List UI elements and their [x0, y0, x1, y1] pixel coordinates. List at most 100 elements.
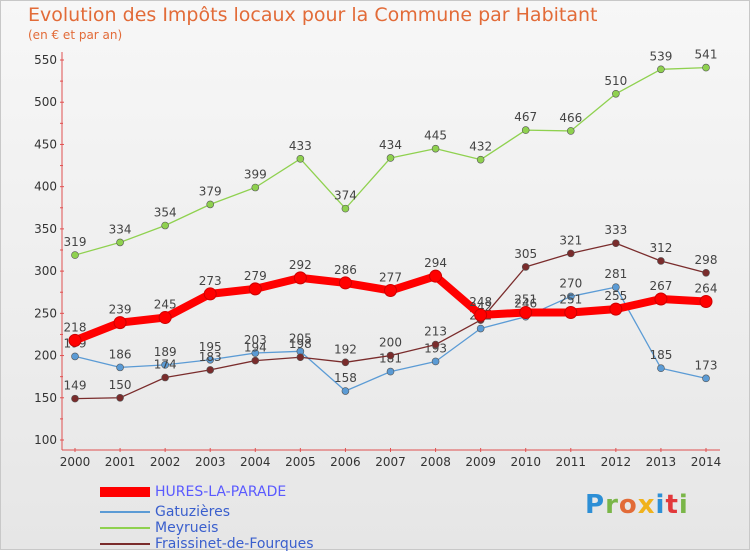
- data-label: 333: [604, 223, 627, 237]
- x-tick-label: 2004: [240, 455, 271, 469]
- data-point: [657, 364, 665, 373]
- y-tick-label: 150: [34, 391, 57, 405]
- x-tick-label: 2009: [465, 455, 496, 469]
- data-label: 251: [559, 292, 582, 306]
- data-label: 432: [469, 140, 492, 154]
- legend-swatch: [100, 543, 150, 545]
- data-label: 255: [604, 289, 627, 303]
- y-tick-label: 500: [34, 95, 57, 109]
- data-label: 319: [64, 235, 87, 249]
- data-point: [68, 333, 82, 347]
- x-tick-label: 2012: [601, 455, 632, 469]
- data-label: 248: [469, 295, 492, 309]
- data-label: 510: [604, 74, 627, 88]
- data-label: 305: [514, 247, 537, 261]
- data-point: [612, 283, 620, 291]
- logo-letter: o: [618, 490, 638, 520]
- data-label: 277: [379, 271, 402, 285]
- data-point: [116, 363, 124, 372]
- y-tick-label: 450: [34, 137, 57, 151]
- x-tick-label: 2002: [150, 455, 181, 469]
- x-tick-label: 2001: [105, 455, 136, 469]
- x-tick-label: 2013: [646, 455, 677, 469]
- data-label: 203: [244, 333, 267, 347]
- data-point: [338, 276, 352, 290]
- data-point: [251, 356, 260, 365]
- y-tick-label: 400: [34, 180, 57, 194]
- data-point: [116, 393, 124, 402]
- data-label: 239: [109, 303, 132, 317]
- legend-swatch: [100, 511, 150, 513]
- data-label: 273: [199, 274, 222, 288]
- data-point: [702, 63, 710, 72]
- series-hures-la-parade: 218 239 245 273 279 292 286 277 294 248 251 251 255 2…: [64, 256, 718, 347]
- data-label: 192: [334, 342, 357, 356]
- data-label: 399: [244, 168, 267, 182]
- data-label: 379: [199, 184, 222, 198]
- x-tick-label: 2006: [330, 455, 361, 469]
- data-point: [293, 271, 307, 285]
- data-point: [251, 349, 260, 357]
- y-tick-label: 250: [34, 306, 57, 320]
- data-point: [566, 292, 575, 301]
- data-point: [161, 361, 169, 369]
- data-label: 539: [649, 49, 672, 63]
- data-point: [564, 305, 578, 319]
- data-point: [206, 200, 215, 209]
- x-tick-label: 2011: [556, 455, 587, 469]
- x-tick-label: 2008: [420, 455, 451, 469]
- data-point: [566, 249, 575, 258]
- data-label: 354: [154, 206, 177, 220]
- data-label: 312: [649, 241, 672, 255]
- data-label: 264: [695, 282, 718, 296]
- logo-letter: t: [665, 490, 679, 520]
- data-label: 292: [289, 258, 312, 272]
- data-point: [341, 204, 350, 213]
- data-point: [702, 268, 710, 277]
- data-point: [386, 351, 395, 360]
- data-point: [657, 65, 665, 74]
- data-point: [113, 316, 127, 330]
- data-point: [474, 308, 488, 322]
- data-point: [161, 373, 169, 382]
- data-point: [341, 387, 350, 395]
- data-label: 189: [154, 345, 177, 359]
- data-point: [71, 394, 79, 403]
- data-label: 198: [289, 337, 312, 351]
- data-point: [296, 155, 305, 163]
- data-label: 185: [649, 348, 672, 362]
- data-point: [386, 367, 395, 376]
- data-point: [341, 358, 350, 367]
- series-meyrueis: 319 334 354 379 399 433 374 434 445 432 467 466 510 5…: [64, 48, 717, 259]
- data-point: [203, 287, 217, 301]
- logo-letter: i: [678, 490, 689, 520]
- data-point: [429, 269, 443, 283]
- logo-letter: r: [605, 490, 619, 520]
- data-label: 174: [154, 358, 177, 372]
- chart-subtitle: (en € et par an): [28, 28, 123, 42]
- data-label: 245: [154, 298, 177, 312]
- data-point: [519, 305, 533, 319]
- data-label: 183: [199, 350, 222, 364]
- data-point: [566, 127, 575, 135]
- data-label: 286: [334, 263, 357, 277]
- data-point: [609, 302, 623, 316]
- data-point: [431, 340, 440, 349]
- data-label: 251: [514, 292, 537, 306]
- x-tick-label: 2000: [60, 455, 91, 469]
- data-label: 334: [109, 222, 132, 236]
- data-label: 434: [379, 138, 402, 152]
- data-label: 246: [514, 297, 537, 311]
- data-label: 195: [199, 340, 222, 354]
- legend-label: HURES-LA-PARADE: [155, 484, 287, 500]
- logo-letter: P: [585, 490, 606, 520]
- data-label: 205: [289, 331, 312, 345]
- data-point: [206, 355, 215, 364]
- data-point: [71, 352, 79, 361]
- y-tick-label: 350: [34, 222, 57, 236]
- data-point: [251, 183, 260, 192]
- data-point: [476, 155, 485, 164]
- data-point: [431, 144, 440, 153]
- legend-label: Fraissinet-de-Fourques: [155, 536, 314, 552]
